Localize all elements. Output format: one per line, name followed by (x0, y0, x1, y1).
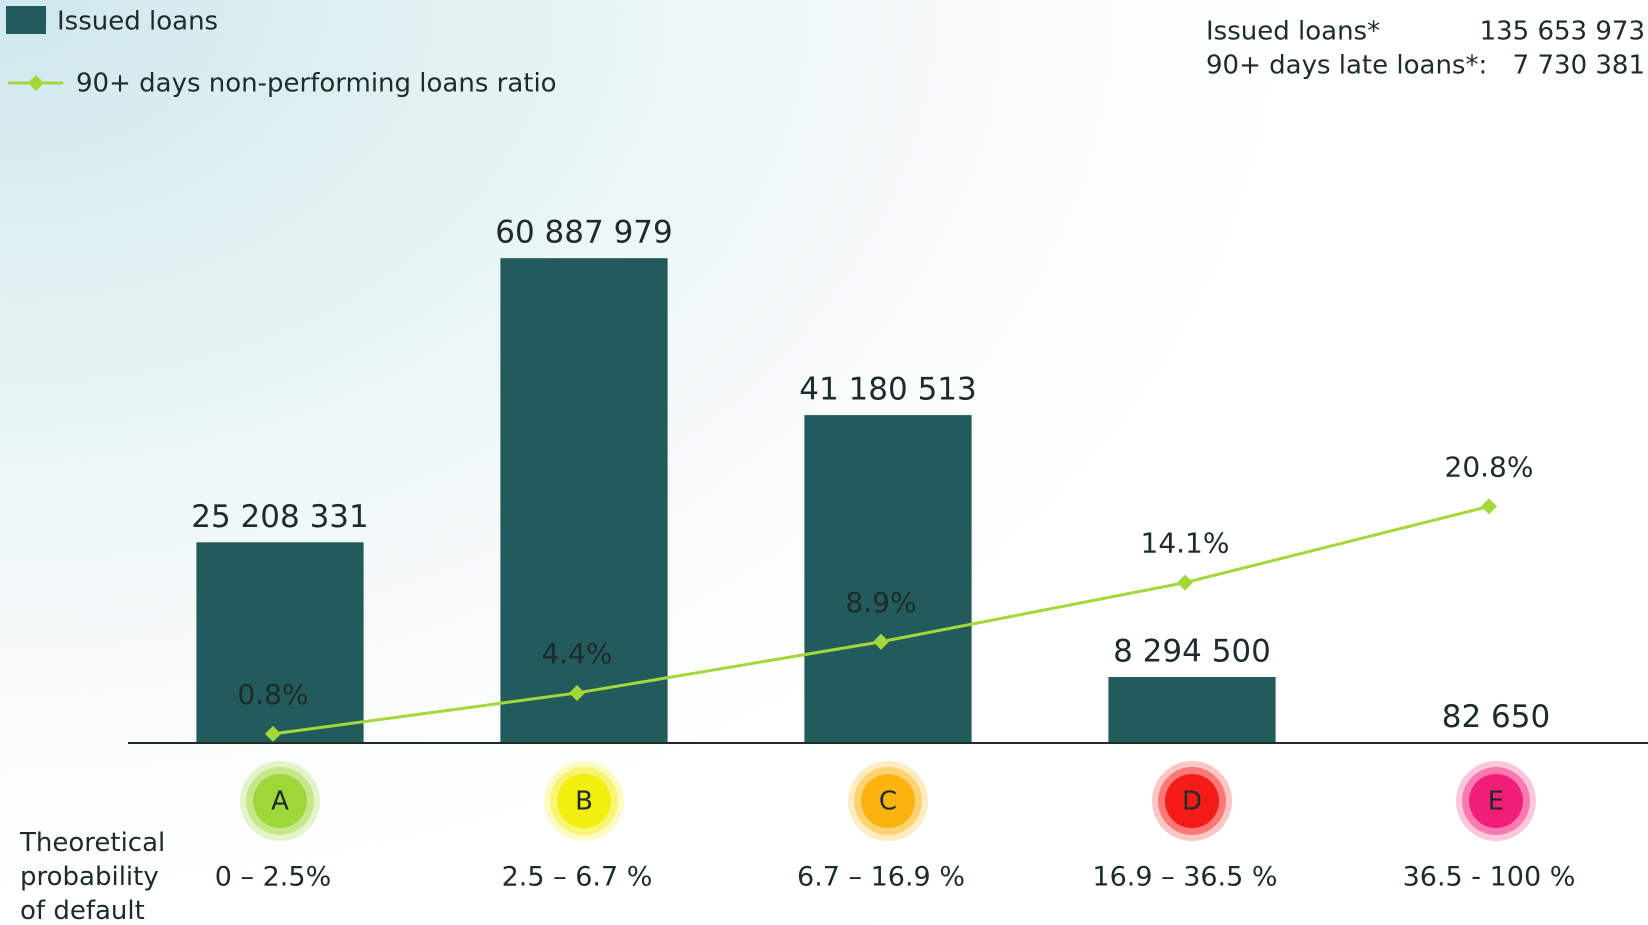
bar (196, 542, 364, 743)
line-value-label: 0.8% (237, 678, 308, 711)
bar (500, 258, 668, 743)
summary-value: 7 730 381 (1513, 51, 1645, 81)
x-tick-label: 2.5 – 6.7 % (502, 862, 653, 893)
line-value-label: 4.4% (541, 637, 612, 670)
grade-letter: D (1182, 787, 1202, 817)
legend-marker (28, 75, 44, 91)
grade-letter: E (1488, 787, 1504, 817)
summary-label: 90+ days late loans*: (1206, 51, 1487, 81)
x-tick-label: 36.5 - 100 % (1403, 862, 1576, 893)
line-value-label: 20.8% (1445, 450, 1534, 483)
bar (804, 415, 972, 743)
line-marker (569, 684, 585, 701)
bar-value-label: 8 294 500 (1113, 633, 1271, 669)
grade-letter: A (271, 787, 289, 817)
grade-badge (557, 774, 611, 828)
bar-value-label: 25 208 331 (191, 499, 369, 535)
summary-value: 135 653 973 (1480, 17, 1645, 47)
bar-value-label: 60 887 979 (495, 215, 673, 251)
x-axis-label: Theoretical probability of default (20, 828, 166, 925)
line-marker (873, 633, 889, 650)
bar-value-label: 82 650 (1442, 699, 1550, 735)
bar-value-label: 41 180 513 (799, 372, 977, 408)
x-tick-label: 0 – 2.5% (215, 862, 331, 893)
legend-swatch (6, 6, 46, 34)
legend-label: 90+ days non-performing loans ratio (76, 69, 557, 99)
grade-letter: C (879, 787, 897, 817)
grade-badge (1165, 774, 1219, 828)
grade-badge (861, 774, 915, 828)
line-marker (1177, 574, 1193, 591)
x-tick-label: 16.9 – 36.5 % (1092, 862, 1277, 893)
x-tick-label: 6.7 – 16.9 % (797, 862, 965, 893)
summary-label: Issued loans* (1206, 17, 1380, 47)
grade-badge (253, 774, 307, 828)
legend-label: Issued loans (57, 7, 218, 37)
grade-letter: B (575, 787, 593, 817)
grade-badge (1469, 774, 1523, 828)
line-value-label: 14.1% (1141, 527, 1230, 560)
bar (1108, 676, 1276, 743)
line-marker (265, 725, 281, 742)
line-marker (1481, 498, 1497, 515)
line-value-label: 8.9% (845, 586, 916, 619)
